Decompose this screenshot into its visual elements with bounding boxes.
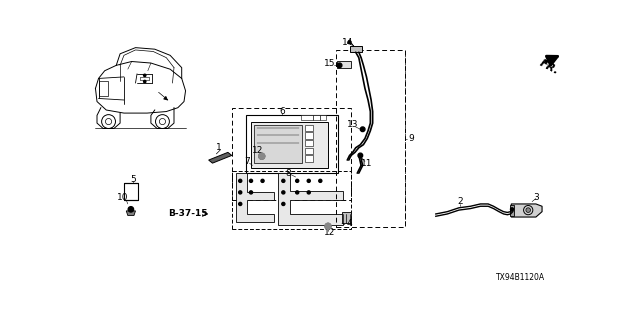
Circle shape	[526, 208, 531, 212]
Bar	[232, 171, 351, 228]
Circle shape	[250, 179, 253, 182]
Circle shape	[282, 191, 285, 194]
Circle shape	[239, 191, 242, 194]
Bar	[349, 46, 362, 52]
Text: TX94B1120A: TX94B1120A	[496, 273, 545, 282]
Circle shape	[360, 127, 365, 132]
Text: 5: 5	[131, 175, 136, 184]
Bar	[254, 124, 302, 163]
Circle shape	[259, 153, 265, 159]
Text: 1: 1	[216, 143, 221, 152]
Text: 4: 4	[347, 219, 353, 228]
Circle shape	[282, 179, 285, 182]
Text: 11: 11	[361, 159, 372, 168]
Circle shape	[307, 179, 310, 182]
Polygon shape	[236, 173, 274, 222]
Circle shape	[325, 223, 331, 229]
Circle shape	[282, 203, 285, 205]
Bar	[337, 61, 351, 68]
Bar	[232, 108, 351, 200]
Bar	[251, 122, 328, 168]
Text: 12: 12	[324, 228, 335, 237]
Text: B-37-15: B-37-15	[168, 210, 207, 219]
Polygon shape	[511, 204, 542, 217]
Bar	[305, 124, 312, 131]
Text: 12: 12	[252, 146, 263, 155]
Bar	[305, 148, 312, 154]
Bar	[124, 183, 138, 200]
Circle shape	[296, 179, 299, 182]
Circle shape	[348, 41, 351, 44]
Text: 10: 10	[117, 193, 129, 202]
Circle shape	[296, 191, 299, 194]
Text: 9: 9	[408, 134, 414, 143]
Text: 6: 6	[279, 107, 285, 116]
Circle shape	[337, 63, 342, 68]
Circle shape	[239, 179, 242, 182]
Bar	[336, 50, 405, 227]
Bar	[99, 81, 108, 96]
Text: 7: 7	[244, 157, 250, 166]
Circle shape	[250, 191, 253, 194]
Bar	[305, 132, 312, 139]
Polygon shape	[209, 152, 232, 163]
Circle shape	[358, 153, 363, 158]
Text: 14: 14	[342, 38, 353, 47]
Circle shape	[319, 179, 322, 182]
Circle shape	[239, 203, 242, 205]
Bar	[312, 116, 320, 120]
Circle shape	[261, 179, 264, 182]
Bar	[342, 212, 351, 223]
Text: 15: 15	[324, 59, 335, 68]
Bar	[509, 205, 515, 215]
Bar	[301, 116, 312, 120]
Circle shape	[143, 74, 146, 76]
Text: 8: 8	[285, 169, 291, 178]
Circle shape	[307, 191, 310, 194]
Text: 3: 3	[533, 193, 539, 202]
Circle shape	[143, 80, 146, 83]
Circle shape	[511, 208, 513, 211]
Polygon shape	[278, 173, 344, 225]
Bar	[320, 116, 326, 120]
Bar	[305, 140, 312, 146]
Bar	[246, 116, 338, 173]
Text: FR.: FR.	[538, 58, 561, 77]
Bar	[305, 156, 312, 162]
Circle shape	[128, 207, 134, 212]
Text: 13: 13	[347, 120, 358, 129]
Text: 2: 2	[458, 197, 463, 206]
Polygon shape	[126, 211, 136, 215]
